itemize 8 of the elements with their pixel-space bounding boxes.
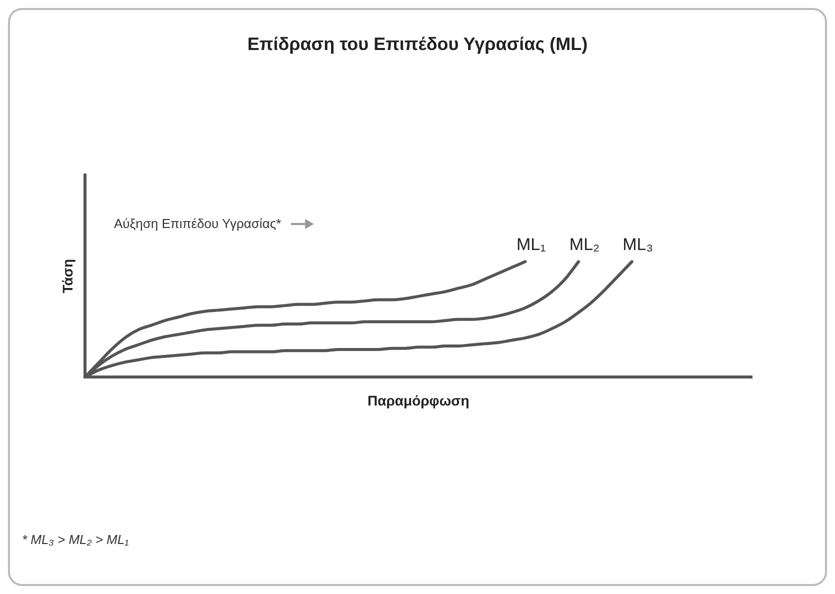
- chart-title: Επίδραση του Επιπέδου Υγρασίας (ML): [246, 34, 589, 55]
- series-label: ML₃: [622, 234, 654, 254]
- series-label: ML₁: [516, 234, 546, 254]
- text: Αύξηση Επιπέδου Υγρασίας*: [114, 216, 282, 231]
- x-axis-title: Παραμόρφωση: [368, 392, 470, 408]
- series-label: ML₂: [569, 234, 600, 254]
- text: * ML₃ > ML₂ > ML₁: [22, 532, 129, 547]
- y-axis-title: Τάση: [59, 258, 76, 294]
